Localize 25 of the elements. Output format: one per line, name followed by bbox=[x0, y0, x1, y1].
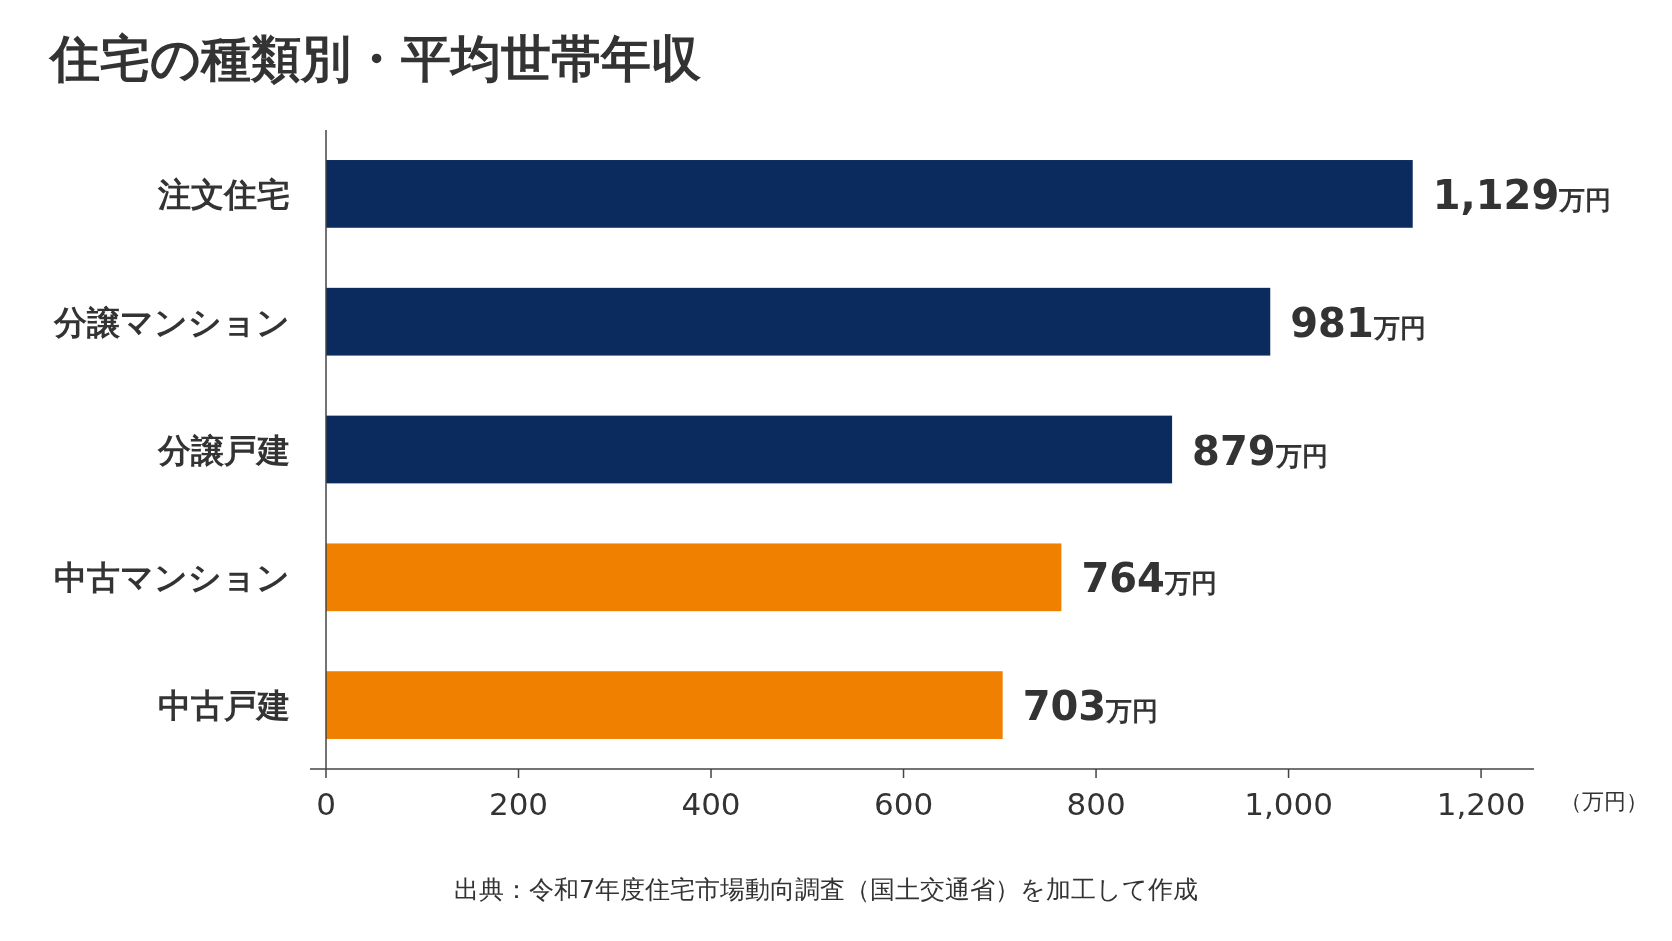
y-tick-label: 注文住宅 bbox=[157, 174, 290, 214]
x-axis-title: （万円） bbox=[1560, 789, 1648, 814]
y-tick-label: 中古マンション bbox=[54, 558, 290, 598]
chart-title: 住宅の種類別・平均世帯年収 bbox=[48, 30, 701, 88]
x-tick-label: 400 bbox=[681, 786, 741, 822]
data-label: 981万円 bbox=[1290, 299, 1426, 346]
y-tick-label: 分譲マンション bbox=[53, 302, 290, 342]
x-tick-label: 200 bbox=[488, 786, 549, 822]
x-tick-label: 1,200 bbox=[1436, 786, 1526, 822]
x-tick-label: 800 bbox=[1066, 786, 1126, 822]
x-tick-label: 1,000 bbox=[1244, 786, 1333, 822]
source-note: 出典：令和7年度住宅市場動向調査（国土交通省）を加工して作成 bbox=[454, 875, 1198, 904]
x-tick-label: 600 bbox=[873, 786, 934, 822]
y-tick-label: 中古戸建 bbox=[158, 686, 290, 726]
data-label: 1,129万円 bbox=[1432, 171, 1612, 218]
bar bbox=[326, 671, 1003, 739]
bar bbox=[326, 543, 1062, 612]
bar bbox=[326, 415, 1173, 484]
data-label: 703万円 bbox=[1022, 683, 1159, 730]
data-label: 764万円 bbox=[1081, 555, 1217, 602]
data-label: 879万円 bbox=[1192, 427, 1328, 474]
x-tick-label: 0 bbox=[316, 786, 336, 822]
bar bbox=[326, 160, 1413, 228]
bar bbox=[326, 287, 1271, 356]
y-tick-label: 分譲戸建 bbox=[157, 430, 290, 470]
